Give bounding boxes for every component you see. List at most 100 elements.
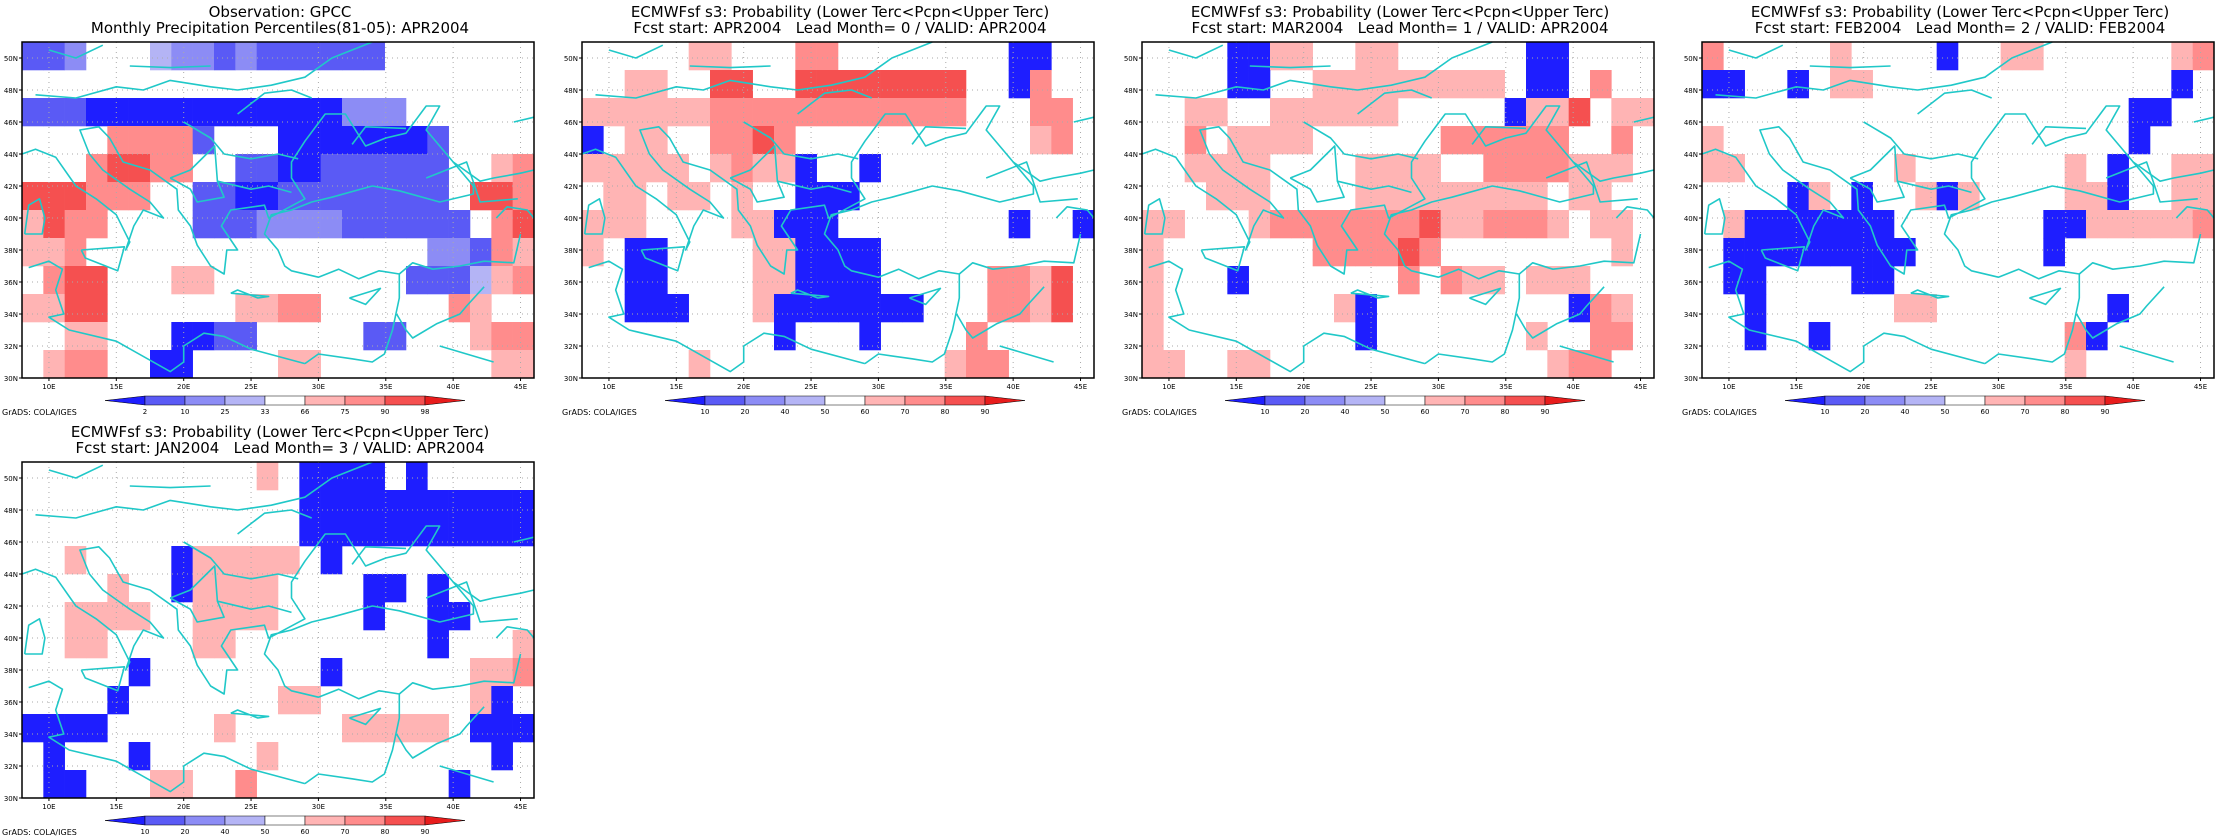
lon-tick-label: 25E bbox=[1924, 383, 1937, 391]
grid-cell bbox=[1894, 238, 1916, 267]
grid-cell bbox=[214, 602, 236, 631]
lat-tick-label: 40N bbox=[4, 635, 18, 643]
lon-tick-label: 45E bbox=[2194, 383, 2207, 391]
grid-cell bbox=[1504, 154, 1527, 183]
grid-cell bbox=[1590, 70, 1612, 99]
grid-cell bbox=[667, 182, 689, 211]
lat-tick-label: 50N bbox=[4, 475, 18, 483]
grid-cell bbox=[1334, 294, 1356, 323]
grid-cell bbox=[1334, 238, 1356, 267]
lat-tick-label: 48N bbox=[1124, 87, 1138, 95]
grid-cell bbox=[1030, 70, 1052, 99]
grid-cell bbox=[256, 602, 279, 631]
grid-cell bbox=[624, 238, 647, 267]
grid-cell bbox=[320, 546, 343, 575]
grid-cell bbox=[2064, 210, 2087, 239]
grid-cell bbox=[1376, 70, 1399, 99]
coastline bbox=[21, 461, 535, 793]
legend-swatch bbox=[664, 395, 706, 406]
grid-cell bbox=[320, 490, 343, 519]
lat-tick-label: 42N bbox=[4, 603, 18, 611]
grid-cell bbox=[1723, 238, 1745, 267]
grid-cell bbox=[816, 238, 839, 267]
legend-swatch bbox=[2104, 395, 2146, 406]
grid-cell bbox=[838, 238, 860, 267]
lat-tick-label: 34N bbox=[4, 731, 18, 739]
grid-cell bbox=[1270, 210, 1292, 239]
grid-cell bbox=[731, 70, 753, 99]
grid-cell bbox=[1334, 70, 1356, 99]
grid-cell bbox=[427, 238, 449, 267]
grid-cell bbox=[86, 154, 108, 183]
legend-label: 40 bbox=[1901, 408, 1910, 416]
legend-swatch bbox=[1544, 395, 1586, 406]
lon-tick-label: 35E bbox=[379, 383, 392, 391]
lat-tick-label: 42N bbox=[4, 183, 18, 191]
lat-tick-label: 30N bbox=[1124, 375, 1138, 383]
grid-cell bbox=[1376, 154, 1399, 183]
grid-cell bbox=[214, 546, 236, 575]
legend-label: 2 bbox=[143, 408, 147, 416]
grid-cell bbox=[1355, 238, 1377, 267]
grads-credit: GrADS: COLA/IGES bbox=[2, 408, 77, 417]
legend-label: 50 bbox=[1941, 408, 1950, 416]
legend-label: 70 bbox=[2021, 408, 2030, 416]
grid-cell bbox=[64, 294, 87, 323]
grid-cell bbox=[448, 490, 471, 519]
grid-cell bbox=[171, 42, 193, 71]
grid-cell bbox=[1030, 294, 1052, 323]
grid-cell bbox=[774, 266, 796, 295]
grid-cell bbox=[235, 294, 257, 323]
lat-tick-label: 44N bbox=[564, 151, 578, 159]
grid-cell bbox=[1723, 154, 1745, 183]
grid-cell bbox=[987, 350, 1009, 379]
grid-cell bbox=[299, 154, 321, 183]
grid-cell bbox=[1483, 266, 1505, 295]
grid-cell bbox=[1206, 154, 1228, 183]
grid-cell bbox=[1787, 182, 1809, 211]
grid-cell bbox=[1526, 42, 1548, 71]
grid-cell bbox=[624, 154, 647, 183]
lon-tick-label: 20E bbox=[177, 383, 190, 391]
grid-cell bbox=[1766, 238, 1788, 267]
grid-cell bbox=[1611, 238, 1633, 267]
grid-cell bbox=[171, 350, 193, 379]
grid-cell bbox=[2064, 322, 2087, 351]
grid-cell bbox=[128, 658, 151, 687]
legend-label: 80 bbox=[2061, 408, 2070, 416]
lon-tick-label: 35E bbox=[2059, 383, 2072, 391]
grid-cell bbox=[384, 518, 407, 547]
grid-cell bbox=[192, 182, 215, 211]
legend-swatch bbox=[1264, 395, 1306, 406]
grid-cell bbox=[235, 210, 257, 239]
grid-cell bbox=[150, 154, 172, 183]
grid-cell bbox=[171, 574, 193, 603]
grid-cell bbox=[43, 770, 65, 799]
grid-cell bbox=[491, 266, 513, 295]
grid-cell bbox=[1227, 182, 1249, 211]
legend-swatch bbox=[1504, 395, 1546, 406]
grid-cell bbox=[816, 294, 839, 323]
grid-cell bbox=[1547, 266, 1569, 295]
grid-cell bbox=[624, 210, 647, 239]
grid-cell bbox=[1376, 98, 1399, 127]
legend-swatch bbox=[984, 395, 1026, 406]
grid-cell bbox=[1291, 210, 1313, 239]
grid-cell bbox=[278, 546, 300, 575]
grid-cell bbox=[278, 154, 300, 183]
lat-tick-label: 40N bbox=[1684, 215, 1698, 223]
grid-cell bbox=[752, 98, 775, 127]
grid-cell bbox=[1462, 70, 1484, 99]
legend-label: 60 bbox=[301, 828, 310, 836]
grid-cell bbox=[2171, 210, 2193, 239]
grid-cell bbox=[1526, 70, 1548, 99]
lon-tick-label: 20E bbox=[737, 383, 750, 391]
grid-cell bbox=[2171, 42, 2193, 71]
grid-cell bbox=[1787, 210, 1809, 239]
legend-label: 10 bbox=[141, 828, 150, 836]
legend-swatch bbox=[304, 395, 346, 406]
grid-cell bbox=[752, 266, 775, 295]
grid-cell bbox=[64, 350, 87, 379]
grid-cell bbox=[22, 294, 44, 323]
grid-cell bbox=[512, 154, 535, 183]
